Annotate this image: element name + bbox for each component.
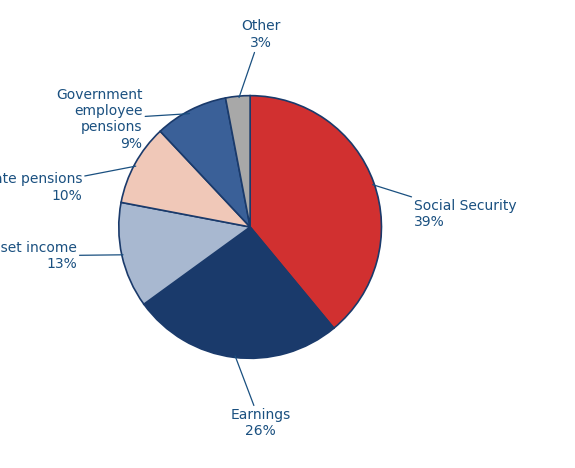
Wedge shape	[121, 131, 250, 227]
Text: Private pensions
10%: Private pensions 10%	[0, 166, 136, 203]
Wedge shape	[160, 98, 250, 227]
Wedge shape	[119, 202, 250, 304]
Wedge shape	[144, 227, 334, 358]
Text: Social Security
39%: Social Security 39%	[373, 185, 517, 229]
Text: Asset income
13%: Asset income 13%	[0, 241, 123, 271]
Text: Other
3%: Other 3%	[239, 20, 281, 97]
Wedge shape	[250, 95, 381, 328]
Wedge shape	[225, 95, 250, 227]
Text: Earnings
26%: Earnings 26%	[231, 356, 291, 439]
Text: Government
employee
pensions
9%: Government employee pensions 9%	[56, 88, 190, 151]
